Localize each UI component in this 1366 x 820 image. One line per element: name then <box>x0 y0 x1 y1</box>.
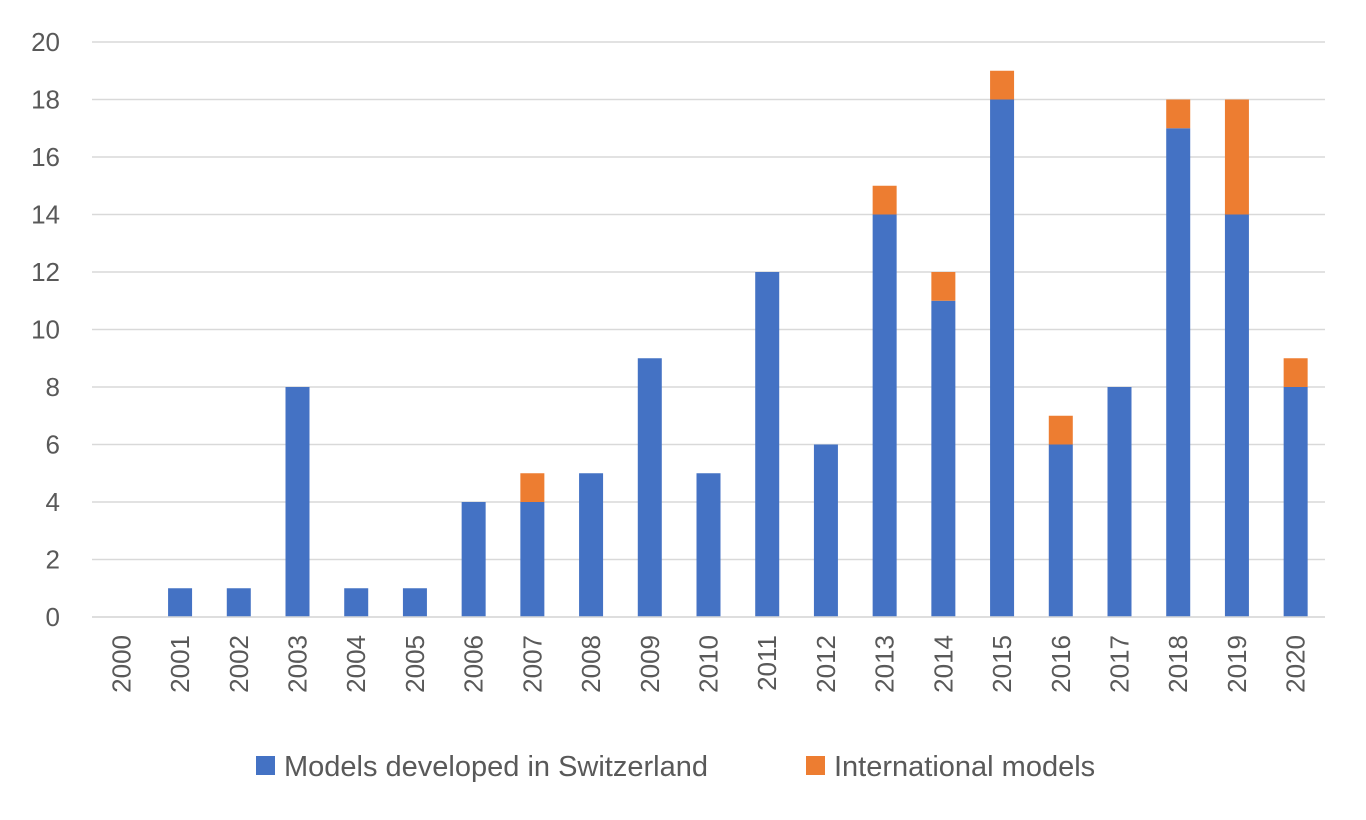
bar-switzerland <box>1166 128 1191 617</box>
legend-swatch-international <box>806 756 825 775</box>
bar-international <box>1166 99 1191 129</box>
x-tick-label: 2003 <box>283 635 313 693</box>
x-tick-label: 2011 <box>752 635 782 691</box>
x-tick-label: 2008 <box>576 635 606 693</box>
bar-switzerland <box>872 214 897 617</box>
legend-label-switzerland: Models developed in Switzerland <box>284 751 708 783</box>
x-tick-label: 2001 <box>165 635 195 693</box>
x-tick-label: 2015 <box>987 635 1017 693</box>
bar-switzerland <box>990 99 1015 617</box>
bar-international <box>1283 358 1308 387</box>
bar-switzerland <box>1048 444 1073 617</box>
bar-international <box>1048 415 1073 445</box>
y-tick-label: 20 <box>31 27 60 57</box>
x-tick-label: 2012 <box>811 635 841 693</box>
y-tick-label: 6 <box>46 430 60 460</box>
x-tick-label: 2014 <box>928 635 958 693</box>
bar-switzerland <box>579 473 604 617</box>
bar-switzerland <box>402 588 427 617</box>
bar-switzerland <box>344 588 369 617</box>
bar-international <box>931 272 956 301</box>
bar-switzerland <box>696 473 721 617</box>
x-tick-label: 2019 <box>1222 635 1252 693</box>
x-tick-label: 2009 <box>635 635 665 693</box>
bar-international <box>990 70 1015 100</box>
legend-swatch-switzerland <box>256 756 275 775</box>
bar-international <box>520 473 545 502</box>
bar-international <box>1224 99 1249 215</box>
y-tick-label: 8 <box>46 372 60 402</box>
y-tick-label: 0 <box>46 602 60 632</box>
y-tick-label: 4 <box>46 487 60 517</box>
y-tick-label: 10 <box>31 315 60 345</box>
x-tick-label: 2006 <box>459 635 489 693</box>
x-tick-label: 2007 <box>517 635 547 693</box>
bar-switzerland <box>813 444 838 617</box>
x-tick-label: 2005 <box>400 635 430 693</box>
x-tick-label: 2020 <box>1281 635 1311 693</box>
legend: Models developed in Switzerland Internat… <box>256 751 1095 783</box>
x-tick-label: 2017 <box>1105 635 1135 693</box>
x-tick-label: 2002 <box>224 635 254 693</box>
axes: 0 2 4 6 8 10 12 14 16 18 20 2000 2001 2002 2003 2004 200… <box>31 27 1325 693</box>
x-tick-label: 2013 <box>870 635 900 693</box>
bar-switzerland <box>1107 387 1132 617</box>
x-tick-label: 2016 <box>1046 635 1076 693</box>
bar-switzerland <box>931 300 956 617</box>
bar-switzerland <box>755 272 780 617</box>
bar-switzerland <box>226 588 251 617</box>
legend-label-international: International models <box>834 751 1095 783</box>
y-tick-label: 14 <box>31 200 60 230</box>
bar-switzerland <box>461 502 486 617</box>
x-tick-label: 2010 <box>694 635 724 693</box>
x-tick-label: 2004 <box>341 635 371 693</box>
x-tick-label: 2000 <box>106 635 136 693</box>
bar-switzerland <box>285 387 310 617</box>
bar-switzerland <box>1283 387 1308 617</box>
bars <box>168 70 1308 617</box>
bar-international <box>872 185 897 215</box>
bar-switzerland <box>168 588 193 617</box>
bar-switzerland <box>637 358 662 617</box>
y-tick-label: 18 <box>31 85 60 115</box>
bar-switzerland <box>520 502 545 617</box>
y-tick-label: 2 <box>46 545 60 575</box>
y-tick-label: 12 <box>31 257 60 287</box>
y-tick-label: 16 <box>31 142 60 172</box>
bar-switzerland <box>1224 214 1249 617</box>
x-tick-label: 2018 <box>1163 635 1193 693</box>
